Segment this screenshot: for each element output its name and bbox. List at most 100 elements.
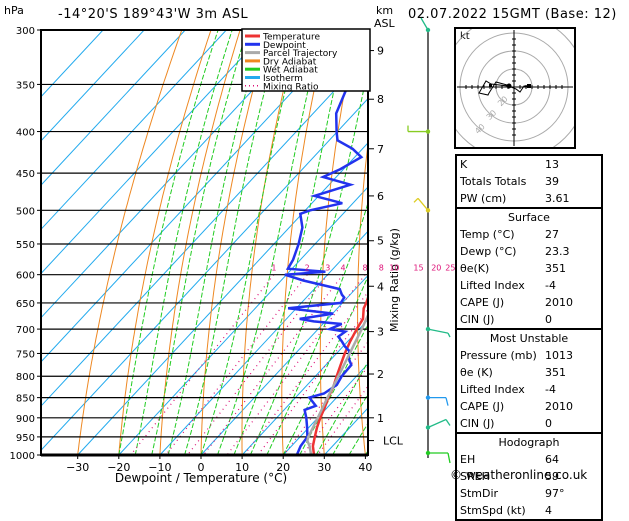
hodograph-point-marker bbox=[489, 84, 492, 87]
wet-adiabat-line bbox=[152, 30, 247, 455]
index-label: Pressure (mb) bbox=[460, 347, 537, 364]
mixing-ratio-line bbox=[318, 275, 451, 455]
index-label: Lifted Index bbox=[460, 277, 525, 294]
x-axis-title: Dewpoint / Temperature (°C) bbox=[115, 471, 287, 485]
hodograph-surface-marker bbox=[527, 84, 531, 88]
isotherm-line bbox=[0, 30, 309, 455]
index-value: 3.61 bbox=[545, 190, 597, 207]
pressure-tick-label: 650 bbox=[16, 299, 35, 310]
wind-barbs bbox=[408, 18, 450, 463]
dry-adiabat-line bbox=[78, 30, 182, 455]
index-value: 39 bbox=[545, 173, 597, 190]
index-value: 0 bbox=[545, 415, 597, 432]
mixing-ratio-axis-title: Mixing Ratio (g/kg) bbox=[388, 228, 401, 332]
height-tick-label: 9 bbox=[377, 45, 384, 58]
index-label: EH bbox=[460, 451, 475, 468]
wet-adiabat-line bbox=[119, 30, 218, 455]
mixing-ratio-label: 10 bbox=[389, 264, 399, 273]
wet-adiabat-line bbox=[135, 30, 232, 455]
wind-barb-flag bbox=[414, 198, 418, 202]
dry-adiabat-line bbox=[160, 30, 240, 455]
hodograph-unit-label: kt bbox=[460, 31, 470, 42]
index-label: θe(K) bbox=[460, 260, 489, 277]
isotherm-line bbox=[78, 30, 473, 455]
height-tick-label: 8 bbox=[377, 93, 384, 106]
height-tick-label: 3 bbox=[377, 326, 384, 339]
credit-text: © weatheronline.co.uk bbox=[450, 468, 587, 482]
wind-barb-flag bbox=[446, 398, 448, 406]
dry-adiabat-line bbox=[201, 30, 269, 455]
mu-row: CIN (J)0 bbox=[457, 415, 601, 432]
mixing-ratio-label: 20 bbox=[431, 264, 441, 273]
index-label: StmDir bbox=[460, 485, 498, 502]
dry-adiabat-line bbox=[619, 30, 629, 455]
hodograph-title: Hodograph bbox=[457, 434, 601, 451]
height-tick-label: 5 bbox=[377, 235, 384, 248]
index-value: -4 bbox=[545, 277, 597, 294]
surface-title: Surface bbox=[457, 209, 601, 226]
x-tick-label: 30 bbox=[317, 461, 331, 474]
mu-row: CAPE (J)2010 bbox=[457, 398, 601, 415]
isotherm-line bbox=[0, 30, 350, 455]
mu-row: Lifted Index-4 bbox=[457, 381, 601, 398]
mixing-ratio-label: 25 bbox=[445, 264, 455, 273]
surface-row: Lifted Index -4 bbox=[457, 277, 601, 294]
index-value: 1013 bbox=[545, 347, 597, 364]
index-label: CAPE (J) bbox=[460, 294, 504, 311]
wind-barb-staff bbox=[428, 419, 446, 427]
index-label: StmSpd (kt) bbox=[460, 502, 526, 519]
index-label: Lifted Index bbox=[460, 381, 525, 398]
mixing-ratio-label: 8 bbox=[363, 264, 368, 273]
mixing-ratio-label: 15 bbox=[413, 264, 423, 273]
height-tick-label: 7 bbox=[377, 143, 384, 156]
surface-row: θe(K) 351 bbox=[457, 260, 601, 277]
index-value: 4 bbox=[545, 502, 597, 519]
mu-row: Pressure (mb) 1013 bbox=[457, 347, 601, 364]
pressure-tick-label: 950 bbox=[16, 433, 35, 444]
index-value: 2010 bbox=[545, 294, 597, 311]
mixing-ratio-line bbox=[166, 275, 308, 455]
pressure-tick-label: 550 bbox=[16, 240, 35, 251]
index-value: 97° bbox=[545, 485, 597, 502]
index-value: 13 bbox=[545, 156, 597, 173]
surface-row: CAPE (J) 2010 bbox=[457, 294, 601, 311]
isotherm-line bbox=[37, 30, 432, 455]
mixing-ratio-label: 4 bbox=[340, 264, 345, 273]
mixing-ratio-label: 8 bbox=[379, 264, 384, 273]
mixing-ratio-label: 2 bbox=[305, 264, 310, 273]
index-value: 23.3 bbox=[545, 243, 597, 260]
hodograph-storm-motion-marker bbox=[507, 84, 512, 89]
index-label: Dewp (°C) bbox=[460, 243, 516, 260]
wet-adiabat-line bbox=[185, 30, 281, 455]
index-row-pw: PW (cm) 3.61 bbox=[457, 190, 601, 207]
index-label: CAPE (J) bbox=[460, 398, 504, 415]
wet-adiabat-line bbox=[201, 30, 300, 455]
index-label: Totals Totals bbox=[460, 173, 526, 190]
surface-section: Surface Temp (°C) 27 Dewp (°C) 23.3 θe(K) 3… bbox=[457, 209, 601, 328]
surface-row: Temp (°C) 27 bbox=[457, 226, 601, 243]
basic-indices: K 13 Totals Totals 39 PW (cm) 3.61 bbox=[457, 156, 601, 207]
height-tick-label: 6 bbox=[377, 190, 384, 203]
wind-barb-flag bbox=[448, 333, 450, 337]
wind-barb-flag bbox=[448, 453, 450, 463]
index-label: PW (cm) bbox=[460, 190, 506, 207]
wind-barb-staff bbox=[428, 329, 448, 333]
legend-label: Mixing Ratio bbox=[263, 82, 319, 92]
mu-row: θe (K)351 bbox=[457, 364, 601, 381]
index-value: 27 bbox=[545, 226, 597, 243]
pressure-tick-label: 300 bbox=[16, 26, 35, 37]
wind-barb-staff bbox=[421, 18, 428, 30]
height-tick-label: 2 bbox=[377, 368, 384, 381]
most-unstable-title: Most Unstable bbox=[457, 330, 601, 347]
index-value: 351 bbox=[545, 260, 597, 277]
mixing-ratio-line bbox=[303, 275, 437, 455]
pressure-lines bbox=[41, 30, 368, 455]
index-label: Temp (°C) bbox=[460, 226, 515, 243]
index-label: K bbox=[460, 156, 467, 173]
mixing-ratio-label: 3 bbox=[325, 264, 330, 273]
height-tick-label: 1 bbox=[377, 412, 384, 425]
index-value: 0 bbox=[545, 311, 597, 328]
surface-row: CIN (J)0 bbox=[457, 311, 601, 328]
